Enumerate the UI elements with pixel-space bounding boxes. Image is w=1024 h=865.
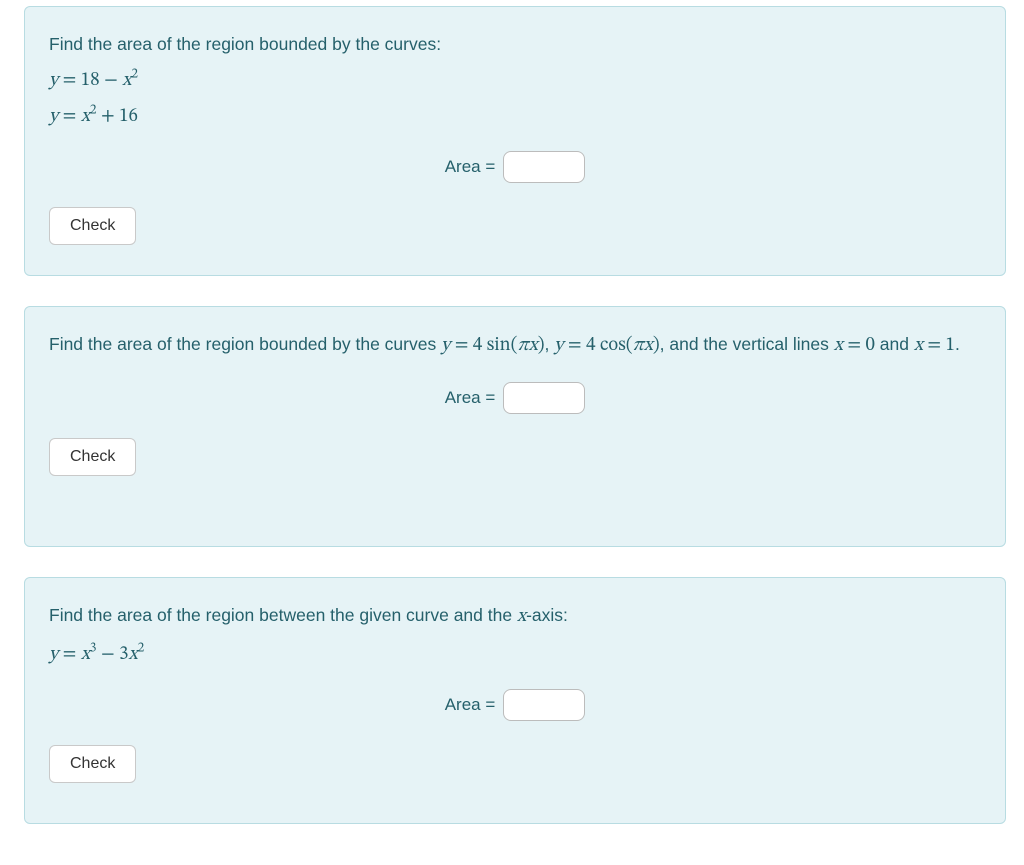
answer-input[interactable] (503, 382, 585, 414)
prompt-text: Find the area of the region bounded by t… (49, 334, 441, 354)
question-prompt: Find the area of the region bounded by t… (49, 31, 981, 58)
check-button[interactable]: Check (49, 207, 136, 245)
variable-x: x (517, 607, 526, 626)
card-spacer (49, 783, 981, 793)
equation-2: y = x2 + 16 (49, 103, 981, 128)
equation-inline-3: x = 0 (834, 336, 875, 355)
question-card-2: Find the area of the region bounded by t… (24, 306, 1006, 547)
equation-inline-2: y = 4 cos(πx) (554, 336, 659, 355)
prompt-text: -axis: (526, 605, 568, 625)
answer-input[interactable] (503, 151, 585, 183)
answer-label: Area = (445, 388, 496, 408)
answer-input[interactable] (503, 689, 585, 721)
answer-label: Area = (445, 695, 496, 715)
prompt-sep: and (875, 334, 914, 354)
prompt-sep: , and the vertical lines (660, 334, 834, 354)
question-card-3: Find the area of the region between the … (24, 577, 1006, 824)
answer-row: Area = (49, 382, 981, 414)
question-prompt: Find the area of the region between the … (49, 602, 981, 631)
answer-row: Area = (49, 151, 981, 183)
check-button[interactable]: Check (49, 438, 136, 476)
equation-1: y = x3 − 3x2 (49, 642, 981, 667)
equation-inline-4: x = 1 (914, 336, 955, 355)
equation-inline-1: y = 4 sin(πx) (441, 336, 544, 355)
check-button[interactable]: Check (49, 745, 136, 783)
question-prompt: Find the area of the region bounded by t… (49, 331, 981, 360)
card-spacer (49, 476, 981, 516)
prompt-period: . (955, 334, 960, 354)
answer-row: Area = (49, 689, 981, 721)
answer-label: Area = (445, 157, 496, 177)
prompt-sep: , (545, 334, 555, 354)
equation-1: y = 18 − x2 (49, 68, 981, 93)
prompt-text: Find the area of the region between the … (49, 605, 517, 625)
question-card-1: Find the area of the region bounded by t… (24, 6, 1006, 276)
